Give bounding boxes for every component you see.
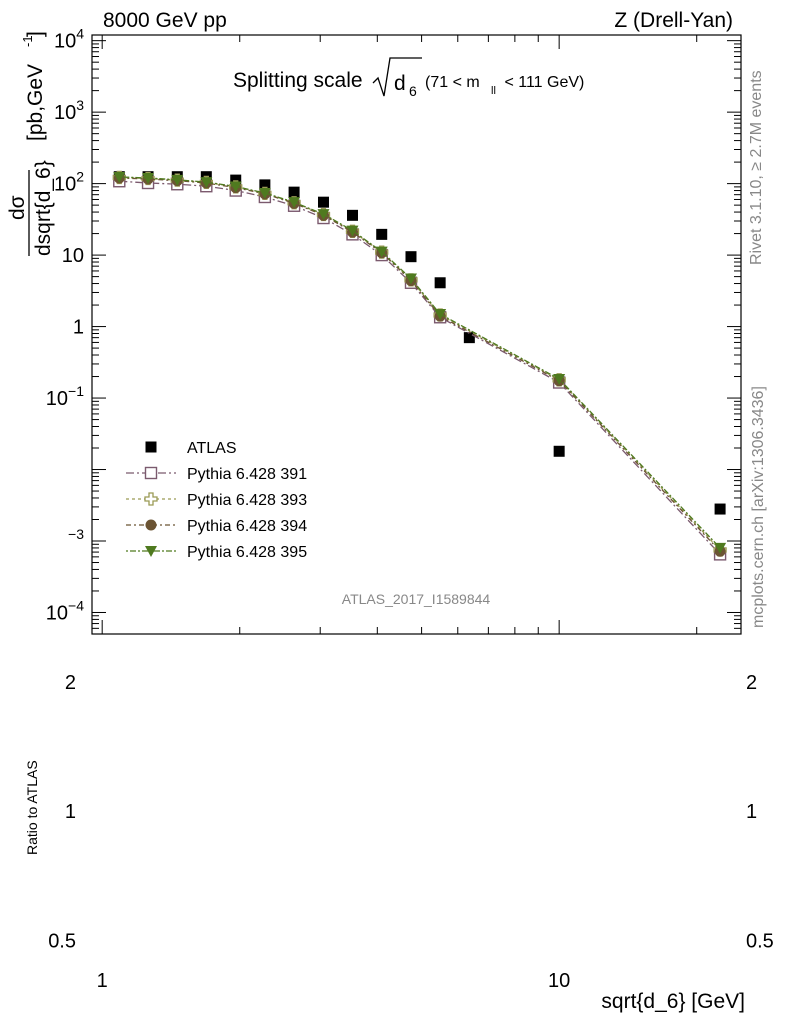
legend: ATLAS Pythia 6.428 391 Pythia 6.428 393 Pyt… <box>126 440 307 561</box>
legend-entry: Pythia 6.428 394 <box>126 518 307 535</box>
data-point <box>463 332 475 344</box>
data-point <box>405 251 417 263</box>
data-point <box>553 373 566 385</box>
data-point <box>714 503 726 515</box>
legend-entry: ATLAS <box>145 440 237 457</box>
data-point <box>113 171 126 183</box>
legend-marker <box>144 492 158 506</box>
y-label-units: [pb,GeV <box>24 64 47 141</box>
title-cut-right: < 111 GeV) <box>500 74 584 91</box>
y-tick-label-text: −3 <box>68 526 84 542</box>
data-point <box>229 181 242 193</box>
ratio-y-tick-label-left: 1 <box>65 801 76 823</box>
legend-marker <box>145 519 157 531</box>
data-point <box>346 225 359 237</box>
series-line <box>119 176 721 549</box>
legend-label: ATLAS <box>187 440 237 457</box>
y-tick-label-text: 10−1 <box>46 383 84 410</box>
x-tick-label: 1 <box>97 970 108 992</box>
y-tick-label: 10 <box>62 245 84 267</box>
data-point <box>434 277 446 289</box>
data-point <box>317 196 329 208</box>
legend-marker <box>145 441 157 453</box>
y-tick-label-text: 10 <box>62 245 84 267</box>
data-point <box>553 445 565 457</box>
x-tick-label: 10 <box>548 970 570 992</box>
y-tick-label: 102 <box>54 169 84 196</box>
y-tick-label: 1 <box>73 317 84 339</box>
main-series-layer <box>112 170 727 561</box>
y-label-denominator: dsqrt{d_6} <box>32 160 55 256</box>
series-4 <box>113 171 727 554</box>
mcplots-label: mcplots.cern.ch [arXiv:1306.3436] <box>750 386 767 628</box>
ratio-y-axis-label: Ratio to ATLAS <box>24 760 40 855</box>
data-point <box>317 209 330 221</box>
data-point <box>142 172 155 184</box>
data-point <box>434 308 447 320</box>
legend-marker <box>144 466 158 480</box>
legend-entry: Pythia 6.428 395 <box>126 544 307 561</box>
y-tick-label: 104 <box>54 26 84 53</box>
y-tick-label-text: 102 <box>54 169 84 196</box>
y-tick-label-text: 104 <box>54 26 84 53</box>
y-tick-label: 103 <box>54 97 84 124</box>
data-point <box>288 197 301 209</box>
title-cut-left: (71 < m <box>425 74 480 91</box>
data-point <box>288 186 300 198</box>
rivet-label: Rivet 3.1.10, ≥ 2.7M events <box>748 70 765 265</box>
data-point <box>200 177 213 189</box>
data-point <box>376 228 388 240</box>
data-point <box>259 179 271 191</box>
y-tick-label-text: 1 <box>73 317 84 339</box>
main-title-text: Splitting scale <box>233 69 363 92</box>
title-symbol-sub: 6 <box>409 83 417 99</box>
ratio-tick-labels: 2 2 1 1 0.5 0.5 1 10 <box>48 672 774 992</box>
process-label: Z (Drell-Yan) <box>614 9 733 32</box>
y-tick-label-text: 103 <box>54 97 84 124</box>
legend-label: Pythia 6.428 394 <box>187 518 307 535</box>
ratio-y-tick-label-right: 0.5 <box>746 930 774 952</box>
legend-label: Pythia 6.428 395 <box>187 544 307 561</box>
main-axis-ticks <box>92 35 741 635</box>
y-label-numerator: dσ <box>6 195 29 220</box>
data-point <box>404 273 417 285</box>
x-axis-label: sqrt{d_6} [GeV] <box>601 990 745 1013</box>
y-label-units-close: ] <box>24 31 47 37</box>
legend-marker <box>145 546 157 557</box>
y-tick-label: 10−4 <box>46 597 84 624</box>
legend-entry: Pythia 6.428 391 <box>126 466 307 483</box>
ratio-y-tick-label-right: 1 <box>746 801 757 823</box>
data-point <box>346 209 358 221</box>
ratio-y-tick-label-right: 2 <box>746 672 757 694</box>
legend-label: Pythia 6.428 391 <box>187 466 307 483</box>
y-tick-label: 10−1 <box>46 383 84 410</box>
y-tick-label-text: 10−4 <box>46 597 84 624</box>
energy-label: 8000 GeV pp <box>103 9 227 32</box>
ratio-y-tick-label-left: 2 <box>65 672 76 694</box>
data-point <box>230 174 242 186</box>
ratio-y-tick-label-left: 0.5 <box>48 930 76 952</box>
data-point <box>171 174 184 186</box>
data-point <box>375 246 388 258</box>
y-label-units-sup: -1 <box>20 35 35 47</box>
y-tick-label: −3 <box>68 526 84 542</box>
sqrt-symbol <box>372 57 422 97</box>
legend-label: Pythia 6.428 393 <box>187 492 307 509</box>
title-symbol: d <box>394 72 406 95</box>
data-point <box>258 187 271 199</box>
main-title: Splitting scale d 6 (71 < m ll < 111 GeV… <box>233 57 584 99</box>
legend-entry: Pythia 6.428 393 <box>126 492 307 509</box>
data-point <box>714 542 727 554</box>
title-cut-sub: ll <box>491 85 496 97</box>
main-y-axis-label: dσ dsqrt{d_6} [pb,GeV -1 ] <box>6 31 55 256</box>
analysis-label: ATLAS_2017_I1589844 <box>342 591 491 607</box>
main-plot-frame <box>91 34 742 635</box>
